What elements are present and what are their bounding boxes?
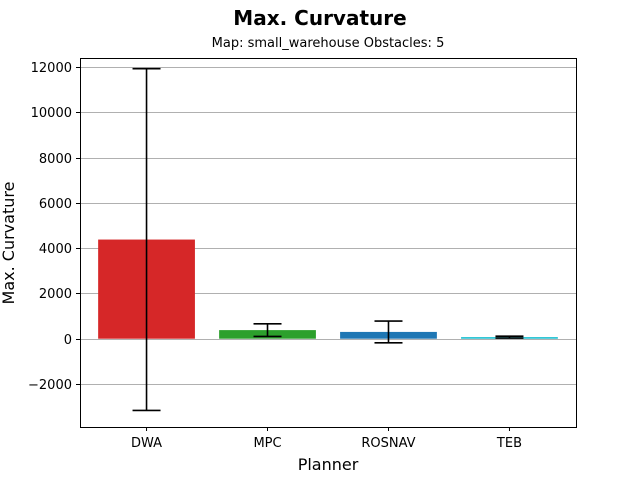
x-axis-ticks: DWA MPC ROSNAV TEB [131,427,522,451]
error-bars [132,67,524,412]
x-tick-label: DWA [131,436,162,451]
y-tick-label: −2000 [28,378,72,393]
y-tick-label: 2000 [39,287,72,302]
y-axis-label: Max. Curvature [0,182,18,305]
x-tick-label: MPC [253,436,281,451]
x-tick-label: TEB [496,436,522,451]
error-bar-mpc [253,322,282,338]
y-axis-ticks: −2000 0 2000 4000 6000 8000 10000 12000 [28,61,80,393]
y-gridlines [80,67,576,385]
y-tick-label: 0 [64,333,72,348]
y-tick-label: 6000 [39,197,72,212]
chart-title: Max. Curvature [233,6,407,30]
y-tick-label: 10000 [31,106,72,121]
y-tick-label: 12000 [31,61,72,76]
bars [98,239,558,339]
plot-frame [80,58,577,428]
x-axis-label: Planner [298,455,359,474]
y-tick-label: 4000 [39,242,72,257]
error-bar-teb [495,335,524,339]
error-bar-dwa [132,67,161,412]
y-tick-label: 8000 [39,152,72,167]
chart-subtitle: Map: small_warehouse Obstacles: 5 [211,36,445,51]
x-tick-label: ROSNAV [361,436,415,451]
error-bar-rosnav [374,320,403,344]
